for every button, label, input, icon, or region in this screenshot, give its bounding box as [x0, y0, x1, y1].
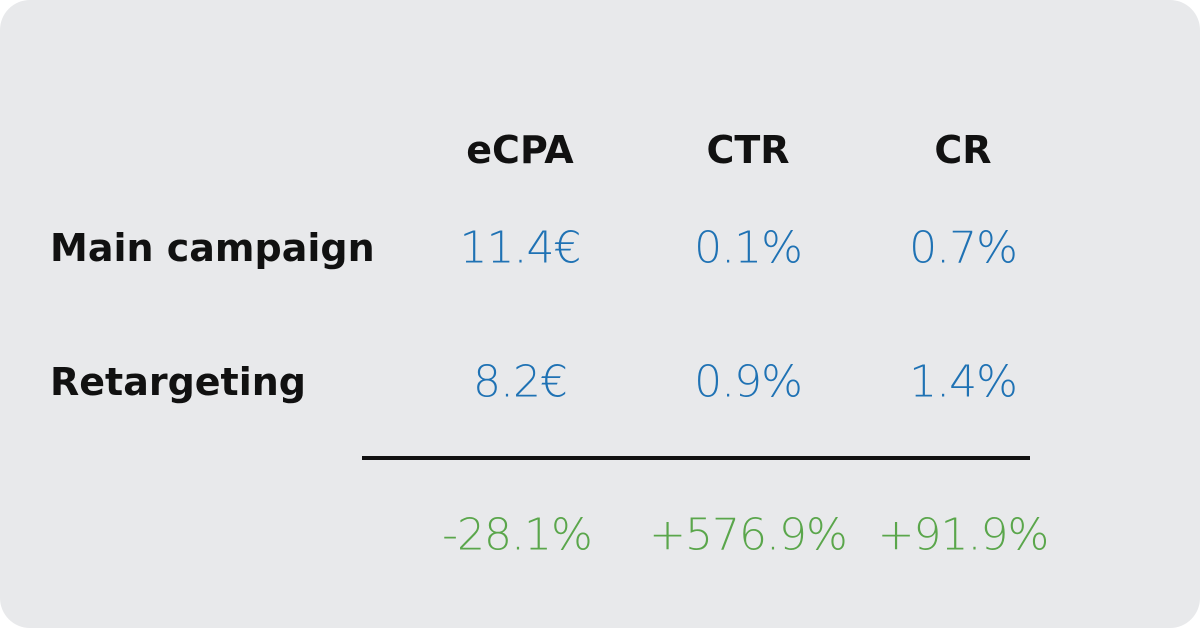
change-value: +576.9% [649, 509, 848, 561]
metric-value: 0.1% [694, 222, 803, 274]
metric-value: 0.9% [694, 356, 803, 408]
change-value: -28.1% [442, 509, 593, 561]
divider [362, 456, 1030, 460]
column-header: eCPA [466, 128, 574, 172]
column-header: CTR [706, 128, 790, 172]
metric-value: 8.2€ [473, 356, 568, 408]
metric-value: 11.4€ [459, 222, 582, 274]
row-label: Retargeting [50, 360, 306, 404]
row-label: Main campaign [50, 226, 375, 270]
metric-value: 1.4% [909, 356, 1018, 408]
change-value: +91.9% [877, 509, 1050, 561]
metric-value: 0.7% [909, 222, 1018, 274]
column-header: CR [934, 128, 992, 172]
